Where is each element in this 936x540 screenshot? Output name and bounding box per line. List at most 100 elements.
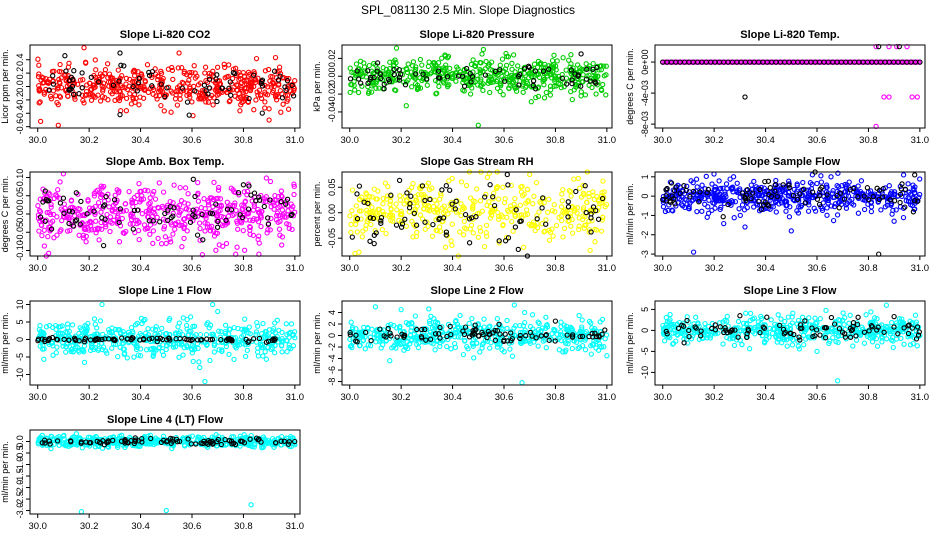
data-point	[530, 222, 536, 229]
data-point	[262, 105, 268, 111]
data-point	[264, 230, 270, 236]
data-point	[42, 337, 48, 343]
data-point	[190, 358, 196, 365]
data-point	[222, 330, 229, 337]
data-point	[593, 227, 600, 233]
data-points	[347, 302, 610, 386]
data-point	[521, 66, 528, 72]
data-point	[543, 332, 549, 338]
data-point	[59, 217, 65, 224]
data-point	[362, 329, 369, 336]
data-point	[851, 202, 857, 208]
y-tick-label: 0.00	[327, 204, 337, 222]
data-point	[61, 336, 67, 343]
data-point	[177, 184, 183, 191]
data-point	[475, 234, 482, 240]
data-point	[575, 175, 581, 182]
data-point	[693, 314, 699, 320]
data-point	[273, 94, 279, 100]
data-point	[541, 200, 547, 206]
data-point	[426, 186, 433, 193]
data-point	[593, 345, 599, 351]
data-point	[159, 89, 166, 95]
data-point	[265, 66, 272, 73]
data-point	[56, 76, 62, 83]
data-point	[183, 322, 190, 329]
data-point	[578, 93, 584, 99]
data-point	[897, 191, 904, 197]
data-point	[107, 228, 113, 235]
data-point	[702, 320, 708, 327]
data-point	[818, 179, 825, 185]
y-tick-label: -3	[640, 250, 650, 258]
data-point	[684, 333, 690, 339]
data-point	[478, 78, 484, 84]
data-point	[117, 89, 123, 95]
data-point	[213, 201, 219, 207]
data-point	[508, 182, 514, 189]
data-point	[117, 95, 123, 101]
data-point	[789, 320, 795, 326]
data-point	[711, 200, 717, 206]
data-point	[510, 52, 517, 58]
data-point	[746, 346, 753, 352]
data-point	[494, 316, 500, 322]
data-point	[917, 176, 923, 182]
data-point	[513, 207, 519, 213]
data-point	[242, 316, 248, 322]
data-point	[371, 82, 377, 88]
data-point	[805, 199, 812, 205]
data-point	[482, 194, 488, 200]
data-point	[164, 85, 170, 91]
data-point	[502, 78, 508, 84]
data-point	[784, 343, 790, 349]
data-point	[552, 327, 558, 333]
data-point	[427, 320, 433, 327]
data-point	[506, 85, 512, 92]
y-tick-label: 1	[640, 174, 650, 179]
data-point	[146, 72, 153, 79]
data-point	[671, 196, 677, 202]
data-point	[595, 216, 602, 222]
data-point	[86, 227, 92, 233]
data-point	[241, 203, 247, 209]
data-point	[886, 183, 892, 189]
data-point	[426, 59, 432, 65]
data-point	[218, 337, 224, 343]
data-point	[140, 336, 147, 342]
data-point	[385, 325, 391, 332]
y-tick-label: -10	[15, 368, 25, 381]
data-point	[75, 211, 82, 217]
data-point	[354, 191, 360, 197]
data-point	[393, 201, 399, 207]
data-point	[694, 184, 700, 190]
chart-title: Slope Li-820 CO2	[120, 29, 210, 41]
data-point	[468, 79, 474, 85]
y-tick-label: -0.02	[327, 84, 337, 105]
data-point	[255, 92, 261, 98]
data-point	[152, 71, 159, 77]
data-point	[569, 96, 575, 103]
data-point	[761, 340, 768, 346]
data-point	[360, 338, 366, 344]
data-point	[263, 194, 269, 200]
data-point	[534, 216, 540, 222]
data-point	[184, 316, 190, 323]
data-point	[915, 198, 921, 204]
data-point	[128, 211, 134, 217]
data-point	[909, 94, 915, 100]
data-point	[664, 185, 670, 192]
data-point	[575, 72, 582, 78]
data-point	[687, 194, 693, 200]
data-point	[142, 79, 148, 85]
data-point	[704, 328, 710, 334]
data-point	[35, 56, 41, 62]
data-point	[590, 68, 596, 75]
data-point	[720, 195, 726, 201]
data-point	[601, 63, 607, 69]
data-point	[580, 79, 586, 85]
data-points	[35, 45, 298, 128]
data-point	[269, 89, 276, 95]
data-point	[210, 102, 216, 108]
